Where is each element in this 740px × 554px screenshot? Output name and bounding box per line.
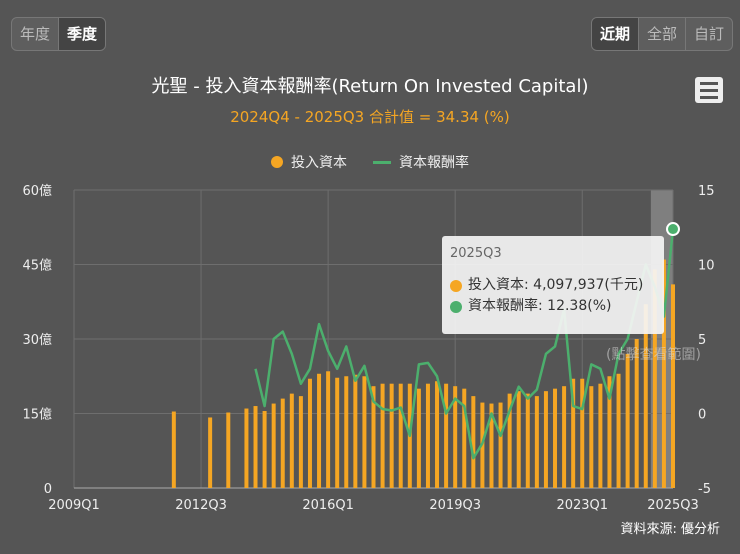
watermark: (點擊查看範圍) bbox=[606, 347, 701, 363]
data-source: 資料來源: 優分析 bbox=[620, 522, 720, 537]
bar bbox=[471, 396, 476, 488]
bar bbox=[616, 373, 621, 488]
tooltip-bar-dot-icon bbox=[450, 279, 462, 292]
menu-icon[interactable] bbox=[695, 77, 723, 103]
tooltip-bar-text: 投入資本: 4,097,937(千元) bbox=[468, 277, 644, 293]
bar bbox=[380, 383, 385, 488]
bar bbox=[226, 412, 231, 488]
bar bbox=[553, 388, 558, 488]
bar bbox=[507, 393, 512, 488]
bar bbox=[435, 381, 440, 488]
bar bbox=[562, 386, 567, 488]
legend-item-line[interactable]: 資本報酬率 bbox=[373, 152, 469, 172]
bar bbox=[516, 391, 521, 488]
bar bbox=[634, 339, 639, 488]
bar bbox=[671, 284, 675, 488]
tooltip-header: 2025Q3 bbox=[450, 246, 502, 261]
bar bbox=[362, 376, 367, 488]
y-right-tick-label: 0 bbox=[698, 408, 706, 423]
bar bbox=[262, 411, 267, 488]
legend-line-icon bbox=[373, 160, 391, 164]
bar bbox=[661, 259, 666, 488]
recent-button[interactable]: 近期 bbox=[591, 18, 638, 50]
bar bbox=[534, 396, 539, 488]
x-tick-label: 2023Q1 bbox=[556, 498, 608, 513]
y-left-tick-label: 15億 bbox=[22, 407, 52, 423]
bar bbox=[543, 391, 548, 488]
bar bbox=[353, 374, 358, 488]
bar bbox=[335, 377, 340, 488]
all-button[interactable]: 全部 bbox=[637, 18, 685, 50]
bar bbox=[326, 371, 331, 488]
bar bbox=[571, 378, 576, 488]
series-line bbox=[254, 228, 675, 460]
quarterly-button[interactable]: 季度 bbox=[58, 18, 106, 50]
y-right-tick-label: 10 bbox=[698, 259, 715, 274]
bar bbox=[652, 269, 657, 488]
legend-item-bar[interactable]: 投入資本 bbox=[271, 152, 347, 172]
x-tick-label: 2016Q1 bbox=[302, 498, 354, 513]
legend-line-label: 資本報酬率 bbox=[399, 155, 469, 171]
bar bbox=[625, 353, 630, 488]
y-left-tick-label: 0 bbox=[44, 482, 52, 497]
bar bbox=[171, 411, 176, 488]
bar bbox=[280, 398, 285, 488]
bar bbox=[244, 408, 249, 488]
x-tick-label: 2012Q3 bbox=[175, 498, 227, 513]
y-right-tick-label: 15 bbox=[698, 184, 715, 199]
chart-subtitle: 2024Q4 - 2025Q3 合計值 = 34.34 (%) bbox=[230, 108, 510, 126]
tooltip-line-dot-icon bbox=[450, 300, 462, 313]
bar bbox=[525, 393, 530, 488]
bar bbox=[317, 373, 322, 488]
bar bbox=[498, 402, 503, 488]
bar bbox=[307, 378, 312, 488]
bar bbox=[371, 386, 376, 488]
bar bbox=[589, 386, 594, 488]
y-left-tick-label: 45億 bbox=[22, 258, 52, 274]
bar bbox=[580, 378, 585, 488]
chart-title: 光聖 - 投入資本報酬率(Return On Invested Capital) bbox=[151, 76, 589, 97]
y-right-tick-label: -5 bbox=[698, 482, 711, 497]
y-right-tick-label: 5 bbox=[698, 333, 706, 348]
bar bbox=[416, 388, 421, 488]
x-tick-label: 2025Q3 bbox=[647, 498, 699, 513]
custom-button[interactable]: 自訂 bbox=[684, 18, 732, 50]
x-tick-label: 2009Q1 bbox=[48, 498, 100, 513]
bar bbox=[253, 406, 258, 488]
legend: 投入資本 資本報酬率 bbox=[0, 152, 740, 172]
y-left-tick-label: 60億 bbox=[22, 183, 52, 199]
bar bbox=[289, 393, 294, 488]
bar bbox=[489, 403, 494, 488]
period-toggle: 年度 季度 bbox=[11, 17, 107, 51]
bar bbox=[444, 383, 449, 488]
bar bbox=[298, 396, 303, 488]
annual-button[interactable]: 年度 bbox=[20, 25, 51, 43]
legend-bar-label: 投入資本 bbox=[291, 155, 347, 171]
bar bbox=[453, 386, 458, 488]
bar bbox=[344, 376, 349, 488]
tooltip: 2025Q3 投入資本: 4,097,937(千元) 資本報酬率: 12.38(… bbox=[442, 236, 664, 334]
y-left-tick-label: 30億 bbox=[22, 332, 52, 348]
x-tick-label: 2019Q3 bbox=[429, 498, 481, 513]
tooltip-line-text: 資本報酬率: 12.38(%) bbox=[468, 298, 612, 314]
legend-dot-icon bbox=[271, 156, 283, 168]
bar bbox=[598, 383, 603, 488]
bar bbox=[389, 383, 394, 488]
range-toggle: 近期 全部 自訂 bbox=[590, 17, 733, 51]
bar bbox=[607, 376, 612, 488]
bar bbox=[425, 383, 430, 488]
bar bbox=[643, 304, 648, 488]
line-point-marker bbox=[666, 222, 680, 237]
bar bbox=[398, 383, 403, 488]
bar bbox=[208, 417, 213, 488]
bar bbox=[462, 388, 467, 488]
bar bbox=[271, 403, 276, 488]
